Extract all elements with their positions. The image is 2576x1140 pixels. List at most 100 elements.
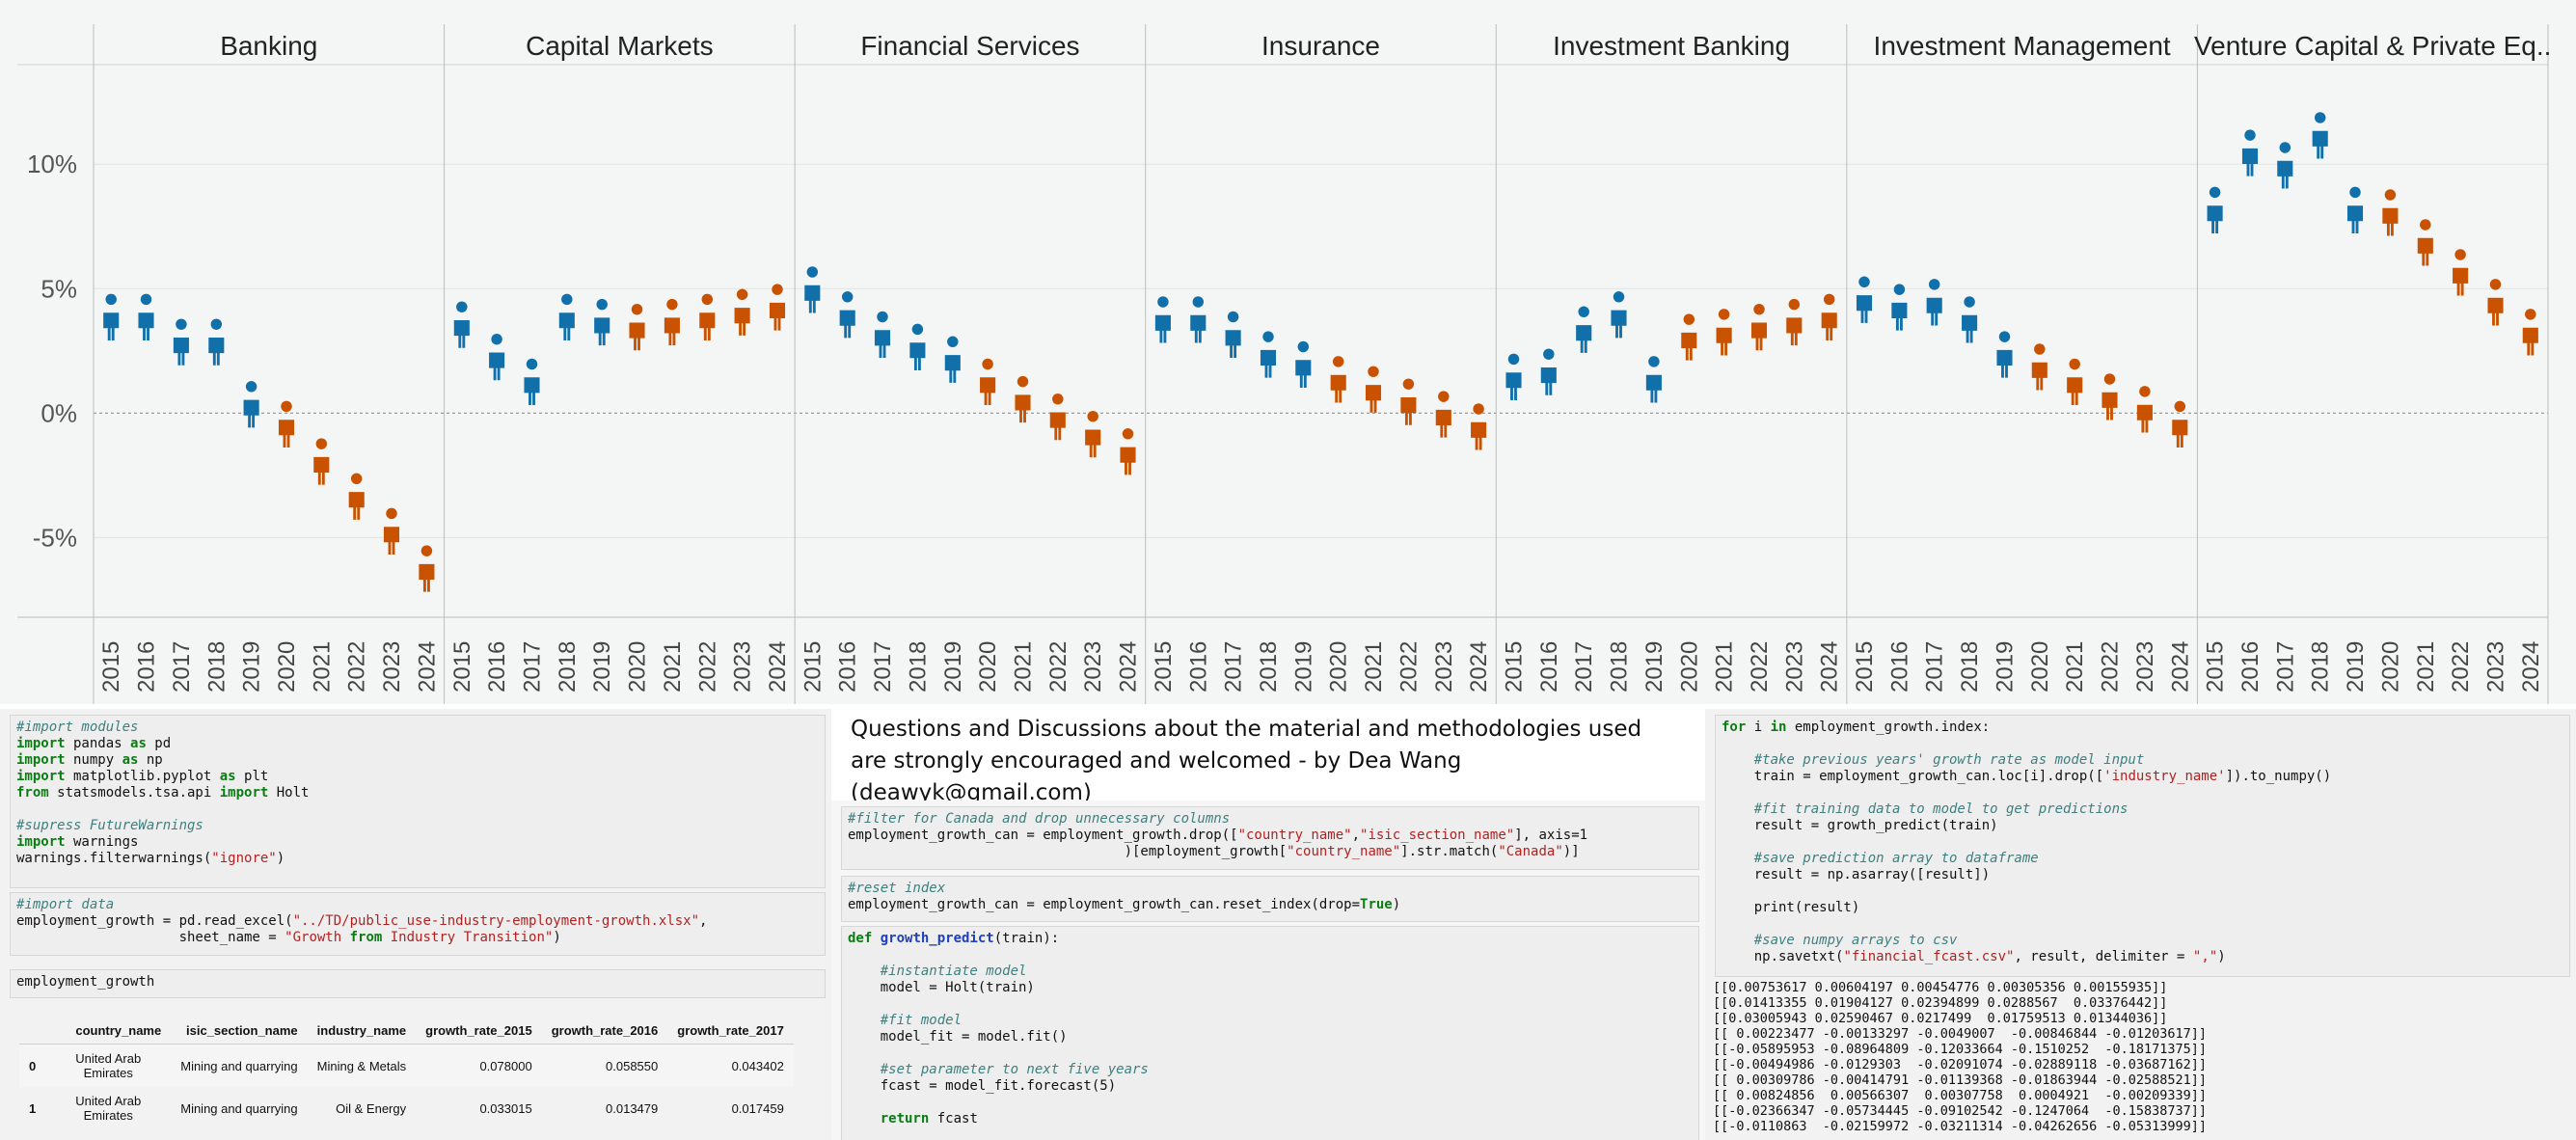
x-tick-label: 2017 <box>1571 641 1597 692</box>
table-row: 1 United Arab Emirates Mining and quarryin… <box>19 1087 794 1129</box>
x-tick-label: 2024 <box>414 641 440 692</box>
x-tick-label: 2022 <box>1747 641 1773 692</box>
person-marker <box>1505 353 1522 400</box>
x-tick-label: 2016 <box>484 641 510 692</box>
person-marker <box>2031 343 2047 391</box>
x-tick-label: 2021 <box>1361 641 1387 692</box>
x-tick-label: 2016 <box>835 641 861 692</box>
code-line: import matplotlib.pyplot as plt <box>16 769 269 784</box>
x-tick-label: 2018 <box>2308 641 2334 692</box>
person-marker <box>1786 298 1803 346</box>
code-cell-forecast-loop: for i in employment_growth.index: #take … <box>1715 715 2570 977</box>
x-tick-label: 2016 <box>2237 641 2264 692</box>
person-marker <box>1962 296 1978 343</box>
panel-title: Banking <box>220 31 317 61</box>
code-line: import warnings <box>16 834 139 850</box>
table-header: isic_section_name <box>171 1018 308 1045</box>
code-line: for i in employment_growth.index: <box>1722 719 1991 735</box>
code-line <box>848 1095 1693 1111</box>
person-marker <box>944 336 961 383</box>
x-tick-label: 2020 <box>1326 641 1352 692</box>
person-marker <box>839 291 855 339</box>
x-tick-label: 2016 <box>1185 641 1211 692</box>
person-marker <box>2241 129 2259 176</box>
x-tick-label: 2024 <box>765 641 791 692</box>
table-cell: United Arab Emirates <box>75 1094 142 1123</box>
person-marker <box>558 293 575 340</box>
person-marker <box>2172 400 2188 448</box>
table-header: growth_rate_2017 <box>667 1018 794 1045</box>
x-tick-label: 2017 <box>2272 641 2298 692</box>
code-cell-reset-index: #reset index employment_growth_can = empl… <box>841 876 1699 922</box>
person-marker <box>138 293 154 340</box>
x-tick-label: 2015 <box>800 641 826 692</box>
person-marker <box>1154 296 1171 343</box>
person-marker <box>524 358 540 406</box>
x-tick-label: 2021 <box>1712 641 1738 692</box>
person-marker <box>1716 309 1732 356</box>
x-tick-label: 2017 <box>520 641 546 692</box>
person-marker <box>2207 186 2223 233</box>
dataframe-table: country_name isic_section_name industry_na… <box>19 1018 794 1129</box>
person-marker <box>1750 303 1768 351</box>
x-tick-label: 2024 <box>2518 641 2544 692</box>
code-line: #import data <box>16 897 115 912</box>
person-marker <box>699 293 716 340</box>
panel-title: Insurance <box>1261 31 1380 61</box>
forecast-output-line: [[ 0.00309786 -0.00414791 -0.01139368 -0… <box>1713 1072 2208 1088</box>
x-tick-label: 2016 <box>134 641 160 692</box>
table-cell: 0.078000 <box>416 1044 542 1087</box>
person-marker <box>980 358 996 406</box>
code-line <box>16 801 819 818</box>
forecast-output-line: [[ 0.00824856 0.00566307 0.00307758 0.00… <box>1713 1088 2208 1103</box>
x-tick-label: 2018 <box>1256 641 1282 692</box>
code-line: employment_growth_can = employment_growt… <box>848 897 1401 912</box>
x-tick-label: 2021 <box>660 641 686 692</box>
person-marker <box>2522 309 2538 356</box>
code-line: train = employment_growth_can.loc[i].dro… <box>1722 769 2332 784</box>
code-line <box>1722 785 2563 801</box>
person-marker <box>2453 249 2469 296</box>
code-cell-growth-predict: def growth_predict(train): #instantiate … <box>841 926 1699 1140</box>
x-tick-label: 2017 <box>1922 641 1948 692</box>
x-tick-label: 2018 <box>905 641 931 692</box>
x-tick-label: 2019 <box>940 641 966 692</box>
code-line: return fcast <box>880 1111 978 1126</box>
x-tick-label: 2015 <box>1151 641 1177 692</box>
x-tick-label: 2024 <box>1817 641 1843 692</box>
person-marker <box>769 284 786 331</box>
x-tick-label: 2015 <box>98 641 124 692</box>
person-marker <box>1891 284 1908 331</box>
person-marker <box>1330 356 1346 403</box>
person-marker <box>874 311 891 359</box>
x-tick-label: 2021 <box>2062 641 2088 692</box>
panel-title: Investment Banking <box>1553 31 1790 61</box>
code-line <box>848 996 1693 1013</box>
person-marker <box>1611 291 1627 339</box>
x-tick-label: 2015 <box>1502 641 1528 692</box>
forecast-output-line: [[ 0.00223477 -0.00133297 -0.0049007 -0.… <box>1713 1026 2208 1042</box>
code-cell-imports: #import modules import pandas as pd import… <box>10 715 826 888</box>
code-line: np.savetxt("financial_fcast.csv", result… <box>1722 949 2226 964</box>
chart-area: 10% 5% 0% -5% Banking 2015 2016 2017 2018 2019 202… <box>0 0 2576 704</box>
code-cell-import-data: #import data employment_growth = pd.read_… <box>10 892 826 956</box>
panel-title: Financial Services <box>860 31 1079 61</box>
forecast-output-line: [[0.00753617 0.00604197 0.00454776 0.003… <box>1713 980 2168 995</box>
person-marker <box>909 323 926 370</box>
code-line: model_fit = model.fit() <box>848 1029 1068 1045</box>
person-marker <box>1471 403 1487 450</box>
x-tick-label: 2022 <box>2448 641 2474 692</box>
x-tick-label: 2015 <box>1852 641 1878 692</box>
table-cell: Mining and quarrying <box>180 1100 298 1116</box>
panel-header-band <box>94 24 2548 65</box>
forecast-output-line: [[0.03005943 0.02590467 0.0217499 0.0175… <box>1713 1011 2168 1026</box>
panel-title: Investment Management <box>1874 31 2171 61</box>
x-tick-label: 2024 <box>1116 641 1142 692</box>
code-line <box>1722 916 2563 933</box>
y-tick-label: -5% <box>33 523 77 552</box>
x-tick-label: 2015 <box>2203 641 2229 692</box>
person-marker <box>1400 378 1417 425</box>
person-marker <box>2382 189 2399 236</box>
code-line: )[employment_growth["country_name"].str.… <box>848 844 1580 859</box>
x-tick-label: 2019 <box>1993 641 2019 692</box>
